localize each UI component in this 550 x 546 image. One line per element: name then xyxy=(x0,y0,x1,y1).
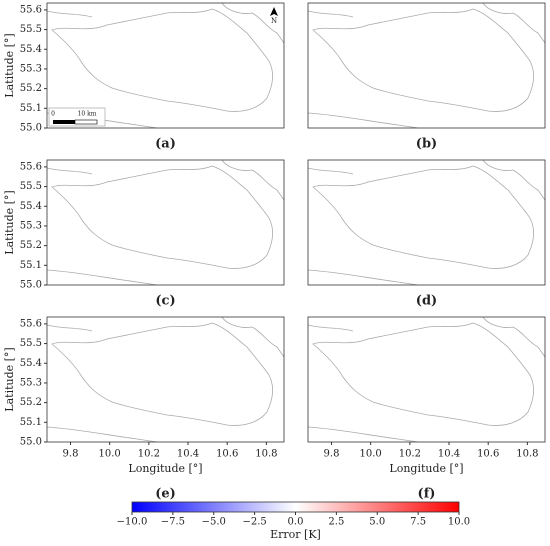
panel-label: (d) xyxy=(416,294,437,309)
y-tick-label: 55.1 xyxy=(20,103,42,114)
y-tick-label: 55.0 xyxy=(20,437,42,448)
y-tick-label: 55.4 xyxy=(20,44,42,55)
scale-bar-white xyxy=(74,119,98,125)
y-tick-label: 55.6 xyxy=(20,161,42,172)
y-tick-label: 55.2 xyxy=(20,240,42,251)
scale-label: 10 km xyxy=(78,111,97,118)
y-tick-label: 55.6 xyxy=(20,318,42,329)
y-tick-label: 55.5 xyxy=(20,24,42,35)
x-tick-label: 10.4 xyxy=(438,449,460,460)
y-tick-label: 55.4 xyxy=(20,201,42,212)
colorbar-tick-label: −10.0 xyxy=(117,517,148,528)
y-tick-label: 55.1 xyxy=(20,417,42,428)
x-axis-label: Longitude [°] xyxy=(128,462,202,475)
x-axis-label: Longitude [°] xyxy=(389,462,463,475)
colorbar-tick-label: −2.5 xyxy=(242,517,266,528)
x-tick-label: 9.8 xyxy=(324,449,340,460)
x-tick-label: 10.6 xyxy=(477,449,499,460)
map-background xyxy=(47,160,284,285)
axes-frame xyxy=(46,2,285,129)
y-axis-label: Latitude [°] xyxy=(3,347,16,411)
colorbar-tick-label: 0.0 xyxy=(288,517,304,528)
y-axis-label: Latitude [°] xyxy=(3,190,16,254)
x-tick-label: 10.8 xyxy=(255,449,277,460)
y-tick-label: 55.1 xyxy=(20,260,42,271)
x-tick-label: 10.4 xyxy=(177,449,199,460)
y-tick-label: 55.2 xyxy=(20,83,42,94)
panel-label: (f) xyxy=(418,487,436,502)
x-tick-label: 9.8 xyxy=(63,449,79,460)
y-tick-label: 55.6 xyxy=(20,4,42,15)
scale-label: 0 xyxy=(51,111,55,118)
y-tick-label: 55.4 xyxy=(20,358,42,369)
north-arrow xyxy=(270,7,278,16)
map-background xyxy=(308,317,545,442)
colorbar-tick-label: −5.0 xyxy=(202,517,226,528)
y-tick-label: 55.0 xyxy=(20,280,42,291)
x-tick-label: 10.2 xyxy=(138,449,160,460)
panel-label: (b) xyxy=(416,137,437,152)
y-tick-label: 55.2 xyxy=(20,397,42,408)
north-label: N xyxy=(271,17,277,25)
axes-frame xyxy=(307,2,546,129)
colorbar-tick-label: 2.5 xyxy=(328,517,344,528)
y-tick-label: 55.0 xyxy=(20,123,42,134)
map-background xyxy=(47,317,284,442)
y-tick-label: 55.3 xyxy=(20,377,42,388)
panel-label: (a) xyxy=(155,137,176,152)
colorbar-tick-label: −7.5 xyxy=(161,517,185,528)
x-tick-label: 10.8 xyxy=(516,449,538,460)
y-tick-label: 55.5 xyxy=(20,181,42,192)
map-background xyxy=(308,160,545,285)
y-tick-label: 55.3 xyxy=(20,63,42,74)
axes-frame xyxy=(307,159,546,286)
y-tick-label: 55.5 xyxy=(20,338,42,349)
colorbar-tick-label: 5.0 xyxy=(369,517,385,528)
axes-frame xyxy=(307,316,546,443)
x-tick-label: 10.0 xyxy=(99,449,121,460)
map-background xyxy=(47,3,284,128)
colorbar-tick-label: 7.5 xyxy=(410,517,426,528)
colorbar-label: Error [K] xyxy=(270,528,321,541)
colorbar-tick-label: 10.0 xyxy=(448,517,470,528)
colorbar xyxy=(131,501,460,513)
panel-label: (c) xyxy=(155,294,175,309)
map-background xyxy=(308,3,545,128)
x-tick-label: 10.0 xyxy=(360,449,382,460)
y-axis-label: Latitude [°] xyxy=(3,33,16,97)
x-tick-label: 10.6 xyxy=(216,449,238,460)
y-tick-label: 55.3 xyxy=(20,220,42,231)
axes-frame xyxy=(46,316,285,443)
axes-frame xyxy=(46,159,285,286)
scale-bar-black xyxy=(53,120,75,124)
x-tick-label: 10.2 xyxy=(399,449,421,460)
panel-label: (e) xyxy=(155,487,176,502)
